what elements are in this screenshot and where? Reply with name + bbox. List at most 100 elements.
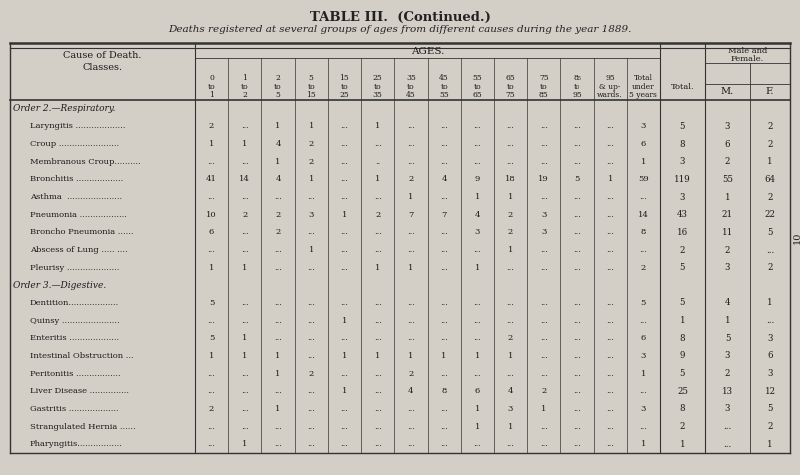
Text: 3: 3: [725, 352, 730, 361]
Text: Abscess of Lung ..... ....: Abscess of Lung ..... ....: [30, 246, 128, 254]
Text: ...: ...: [208, 193, 215, 201]
Text: ...: ...: [241, 123, 249, 131]
Text: ...: ...: [307, 352, 315, 360]
Text: ...: ...: [241, 405, 249, 413]
Text: ...: ...: [474, 158, 482, 166]
Text: 5 years: 5 years: [630, 91, 658, 99]
Text: under: under: [632, 83, 654, 91]
Text: ...: ...: [374, 317, 382, 324]
Text: 2: 2: [680, 246, 686, 255]
Text: 3: 3: [309, 211, 314, 218]
Text: ...: ...: [374, 299, 382, 307]
Text: 1: 1: [725, 192, 730, 201]
Text: ...: ...: [341, 228, 349, 237]
Text: ...: ...: [573, 264, 581, 272]
Text: 25: 25: [373, 74, 382, 82]
Text: 2: 2: [641, 264, 646, 272]
Text: ...: ...: [274, 317, 282, 324]
Text: 35: 35: [406, 74, 416, 82]
Text: 5: 5: [275, 91, 281, 99]
Text: ...: ...: [474, 334, 482, 342]
Text: ...: ...: [374, 440, 382, 448]
Text: 1: 1: [242, 352, 247, 360]
Text: 95: 95: [606, 74, 615, 82]
Text: 6: 6: [209, 228, 214, 237]
Text: ...: ...: [241, 228, 249, 237]
Text: ...: ...: [407, 228, 415, 237]
Text: 2: 2: [408, 370, 414, 378]
Text: 1: 1: [342, 211, 347, 218]
Text: Pleurisy ....................: Pleurisy ....................: [30, 264, 119, 272]
Text: ...: ...: [241, 387, 249, 395]
Text: 4: 4: [725, 298, 730, 307]
Text: ...: ...: [407, 317, 415, 324]
Text: 1: 1: [375, 264, 380, 272]
Text: 75: 75: [506, 91, 515, 99]
Text: 2: 2: [680, 422, 686, 431]
Text: 5: 5: [680, 298, 686, 307]
Text: 1: 1: [641, 158, 646, 166]
Text: ...: ...: [506, 123, 514, 131]
Text: Gastritis ...................: Gastritis ...................: [30, 405, 118, 413]
Text: ...: ...: [307, 334, 315, 342]
Text: ...: ...: [766, 246, 774, 255]
Text: 41: 41: [206, 175, 217, 183]
Text: to: to: [474, 83, 481, 91]
Text: ...: ...: [540, 193, 548, 201]
Text: ...: ...: [606, 387, 614, 395]
Text: 2: 2: [209, 123, 214, 131]
Text: 1: 1: [309, 246, 314, 254]
Text: M.: M.: [721, 87, 734, 96]
Text: ...: ...: [573, 193, 581, 201]
Text: 21: 21: [722, 210, 733, 219]
Text: to: to: [307, 83, 315, 91]
Text: ...: ...: [440, 193, 448, 201]
Text: TABLE III.  (Continued.): TABLE III. (Continued.): [310, 10, 490, 23]
Text: ...: ...: [606, 352, 614, 360]
Text: 25: 25: [677, 387, 688, 396]
Text: 1: 1: [342, 317, 347, 324]
Text: ...: ...: [241, 193, 249, 201]
Text: ...: ...: [573, 334, 581, 342]
Text: ...: ...: [540, 299, 548, 307]
Text: & up-: & up-: [599, 83, 621, 91]
Text: 1: 1: [275, 352, 281, 360]
Text: ...: ...: [440, 423, 448, 430]
Text: 5: 5: [767, 228, 773, 237]
Text: 4: 4: [275, 175, 281, 183]
Text: ...: ...: [474, 299, 482, 307]
Text: Bronchitis ..................: Bronchitis ..................: [30, 175, 123, 183]
Text: Asthma  .....................: Asthma .....................: [30, 193, 122, 201]
Text: 3: 3: [541, 211, 546, 218]
Text: Pneumonia ..................: Pneumonia ..................: [30, 211, 127, 218]
Text: ...: ...: [606, 140, 614, 148]
Text: 6: 6: [725, 140, 730, 149]
Text: ...: ...: [307, 317, 315, 324]
Text: ...: ...: [374, 193, 382, 201]
Text: Liver Disease ...............: Liver Disease ...............: [30, 387, 129, 395]
Text: ...: ...: [440, 440, 448, 448]
Text: 1: 1: [275, 123, 281, 131]
Text: ...: ...: [540, 423, 548, 430]
Text: wards.: wards.: [598, 91, 623, 99]
Text: 2: 2: [508, 228, 513, 237]
Text: 4: 4: [275, 140, 281, 148]
Text: ...: ...: [440, 228, 448, 237]
Text: ...: ...: [573, 211, 581, 218]
Text: ...: ...: [208, 246, 215, 254]
Text: ...: ...: [341, 370, 349, 378]
Text: ...: ...: [639, 317, 647, 324]
Text: ...: ...: [540, 370, 548, 378]
Text: ...: ...: [374, 228, 382, 237]
Text: 2: 2: [242, 91, 247, 99]
Text: 1: 1: [680, 316, 686, 325]
Text: ...: ...: [274, 334, 282, 342]
Text: ...: ...: [573, 423, 581, 430]
Text: ...: ...: [407, 299, 415, 307]
Text: 1: 1: [474, 193, 480, 201]
Text: 4: 4: [442, 175, 447, 183]
Text: 2: 2: [541, 387, 546, 395]
Text: ...: ...: [208, 317, 215, 324]
Text: 5: 5: [641, 299, 646, 307]
Text: 9: 9: [680, 352, 686, 361]
